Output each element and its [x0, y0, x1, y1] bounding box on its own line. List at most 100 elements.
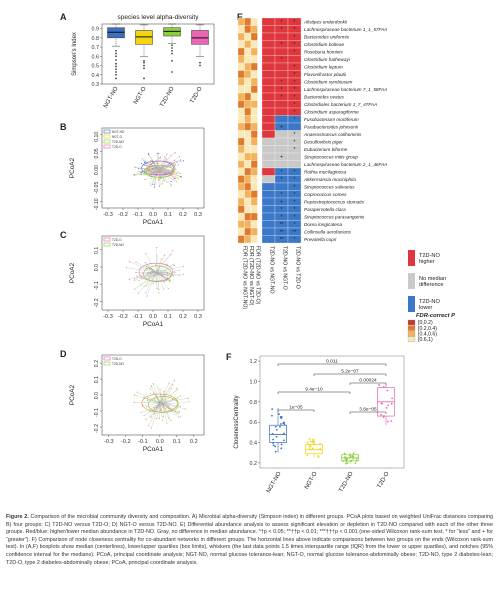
- chart-d-point: [159, 388, 161, 390]
- chart-e-fdr-cell: [250, 55, 258, 64]
- chart-c-point: [135, 261, 137, 263]
- chart-e-significance-mark: *: [281, 57, 283, 63]
- chart-e-significance-mark: **: [293, 230, 297, 236]
- chart-c-point: [157, 274, 159, 276]
- chart-d-point: [149, 388, 151, 390]
- chart-c-point: [178, 269, 181, 271]
- chart-e-direction-cell: [261, 85, 276, 94]
- chart-e-legend-label: No median: [419, 276, 446, 282]
- chart-e-fdr-cell: [238, 47, 245, 56]
- chart-a-xtick-label: NGT-O: [133, 86, 148, 106]
- chart-a-outlier: [143, 77, 145, 80]
- chart-f-point: [352, 455, 355, 458]
- chart-e-fdr-cell: [250, 212, 258, 221]
- chart-b-point: [178, 156, 181, 158]
- chart-f-point: [348, 456, 351, 459]
- chart-b-ytick-label: -0.10: [94, 198, 100, 210]
- chart-c-ytick-label: -0.2: [94, 298, 100, 307]
- chart-f-box-ngt-no: [269, 424, 287, 443]
- chart-c-point: [179, 275, 181, 277]
- chart-c-point: [158, 292, 160, 294]
- chart-e-fdr-cell: [250, 160, 258, 169]
- chart-e-fdr-legend-label: [0,0.2): [418, 320, 433, 326]
- chart-e-significance-mark: +: [280, 200, 283, 206]
- chart-d-point: [179, 416, 181, 418]
- chart-c-pcoa-t2d: -0.3 -0.2 -0.1 0.0 0.1 0.2 0.3-0.2-0.10.00.1PC…: [69, 235, 205, 328]
- chart-a-ytick-label: 0.6: [92, 54, 100, 60]
- chart-b-point: [162, 183, 164, 185]
- chart-d-point: [184, 408, 186, 410]
- chart-b-xtick-label: 0.0: [149, 212, 157, 218]
- chart-d-point: [177, 416, 180, 418]
- chart-c-xtick-label: 0.2: [179, 314, 187, 320]
- chart-b-spider-line: [161, 161, 178, 169]
- chart-b-spider-line: [149, 166, 161, 172]
- chart-d-pcoa-ngt-o-vs-t2d-no: -0.3 -0.2 -0.1 0.0 0.1 0.2 -0.2 -0.1 0.0 0.1 0.2 PC…: [69, 354, 205, 453]
- chart-c-point: [167, 288, 169, 290]
- chart-c-spider-line: [155, 254, 171, 273]
- chart-b-spider-line: [161, 167, 181, 174]
- chart-c-xtick-label: 0.1: [164, 314, 172, 320]
- chart-b-point: [177, 164, 180, 166]
- chart-c-point: [164, 254, 166, 256]
- chart-b-point: [180, 176, 182, 178]
- chart-e-fdr-cell: [250, 70, 258, 79]
- chart-e-fdr-cell: [244, 205, 252, 214]
- chart-c-point: [170, 254, 172, 256]
- chart-e-significance-mark: *: [294, 185, 296, 191]
- chart-d-point: [161, 408, 163, 410]
- chart-e-direction-cell: [261, 130, 276, 139]
- chart-f-point: [313, 443, 316, 446]
- chart-c-spider-line: [144, 273, 158, 287]
- chart-d-point: [152, 383, 154, 385]
- chart-b-xtick-label: 0.1: [164, 212, 172, 218]
- chart-e-fdr-cell: [250, 190, 258, 199]
- chart-d-point: [168, 408, 170, 410]
- chart-e-significance-mark: *: [294, 147, 296, 153]
- chart-b-spider-line: [161, 167, 165, 181]
- chart-b-point: [176, 172, 178, 174]
- chart-a-outlier: [171, 44, 173, 47]
- chart-d-point: [187, 397, 189, 399]
- chart-e-fdr-legend-title: FDR-correct P: [416, 313, 455, 319]
- chart-d-spider-line: [150, 393, 164, 405]
- chart-b-spider-line: [158, 164, 176, 172]
- chart-d-legend-label: T2D-NO: [112, 362, 124, 366]
- chart-e-fdr-cell: [244, 220, 252, 229]
- chart-b-spider-line: [159, 167, 163, 181]
- chart-e-fdr-cell: [238, 92, 245, 101]
- chart-b-spider-line: [152, 161, 163, 169]
- chart-c-xtick-label: 0.0: [149, 314, 157, 320]
- chart-c-point: [128, 278, 130, 280]
- chart-f-point: [272, 438, 275, 441]
- chart-f-point: [275, 428, 278, 431]
- chart-f-point: [386, 389, 389, 392]
- chart-e-column-label: T2D-NO vs NGT-NO: [269, 246, 275, 294]
- chart-f-point: [380, 413, 382, 416]
- chart-c-ytick-label: 0.0: [94, 264, 100, 271]
- chart-b-point: [153, 183, 156, 185]
- chart-d-point: [162, 406, 164, 408]
- chart-a-outlier: [171, 71, 173, 73]
- chart-e-fdr-legend-swatch: [407, 336, 416, 342]
- chart-f-point: [387, 404, 390, 407]
- chart-f-point: [391, 397, 394, 400]
- chart-a-outlier: [115, 52, 117, 55]
- chart-d-point: [169, 407, 172, 409]
- chart-f-point: [283, 439, 285, 442]
- chart-e-significance-mark: *: [294, 140, 296, 146]
- chart-a-ytick-label: 0.7: [92, 45, 100, 51]
- chart-c-point: [172, 263, 174, 265]
- chart-e-differential-abundance-heatmap: * * Alistipes onderdonkii* * Lachnospiraceae…: [238, 18, 455, 343]
- chart-d-point: [133, 401, 135, 403]
- chart-e-fdr-cell: [238, 235, 245, 244]
- chart-f-ytick-label: 0.2: [250, 461, 258, 467]
- chart-e-direction-cell: [274, 130, 289, 139]
- chart-c-point: [143, 285, 145, 287]
- chart-c-point: [167, 272, 169, 274]
- chart-b-point: [158, 152, 160, 154]
- chart-d-point: [161, 398, 163, 400]
- chart-e-direction-cell: [274, 145, 289, 154]
- chart-e-significance-mark: *: [294, 192, 296, 198]
- chart-e-fdr-cell: [238, 212, 245, 221]
